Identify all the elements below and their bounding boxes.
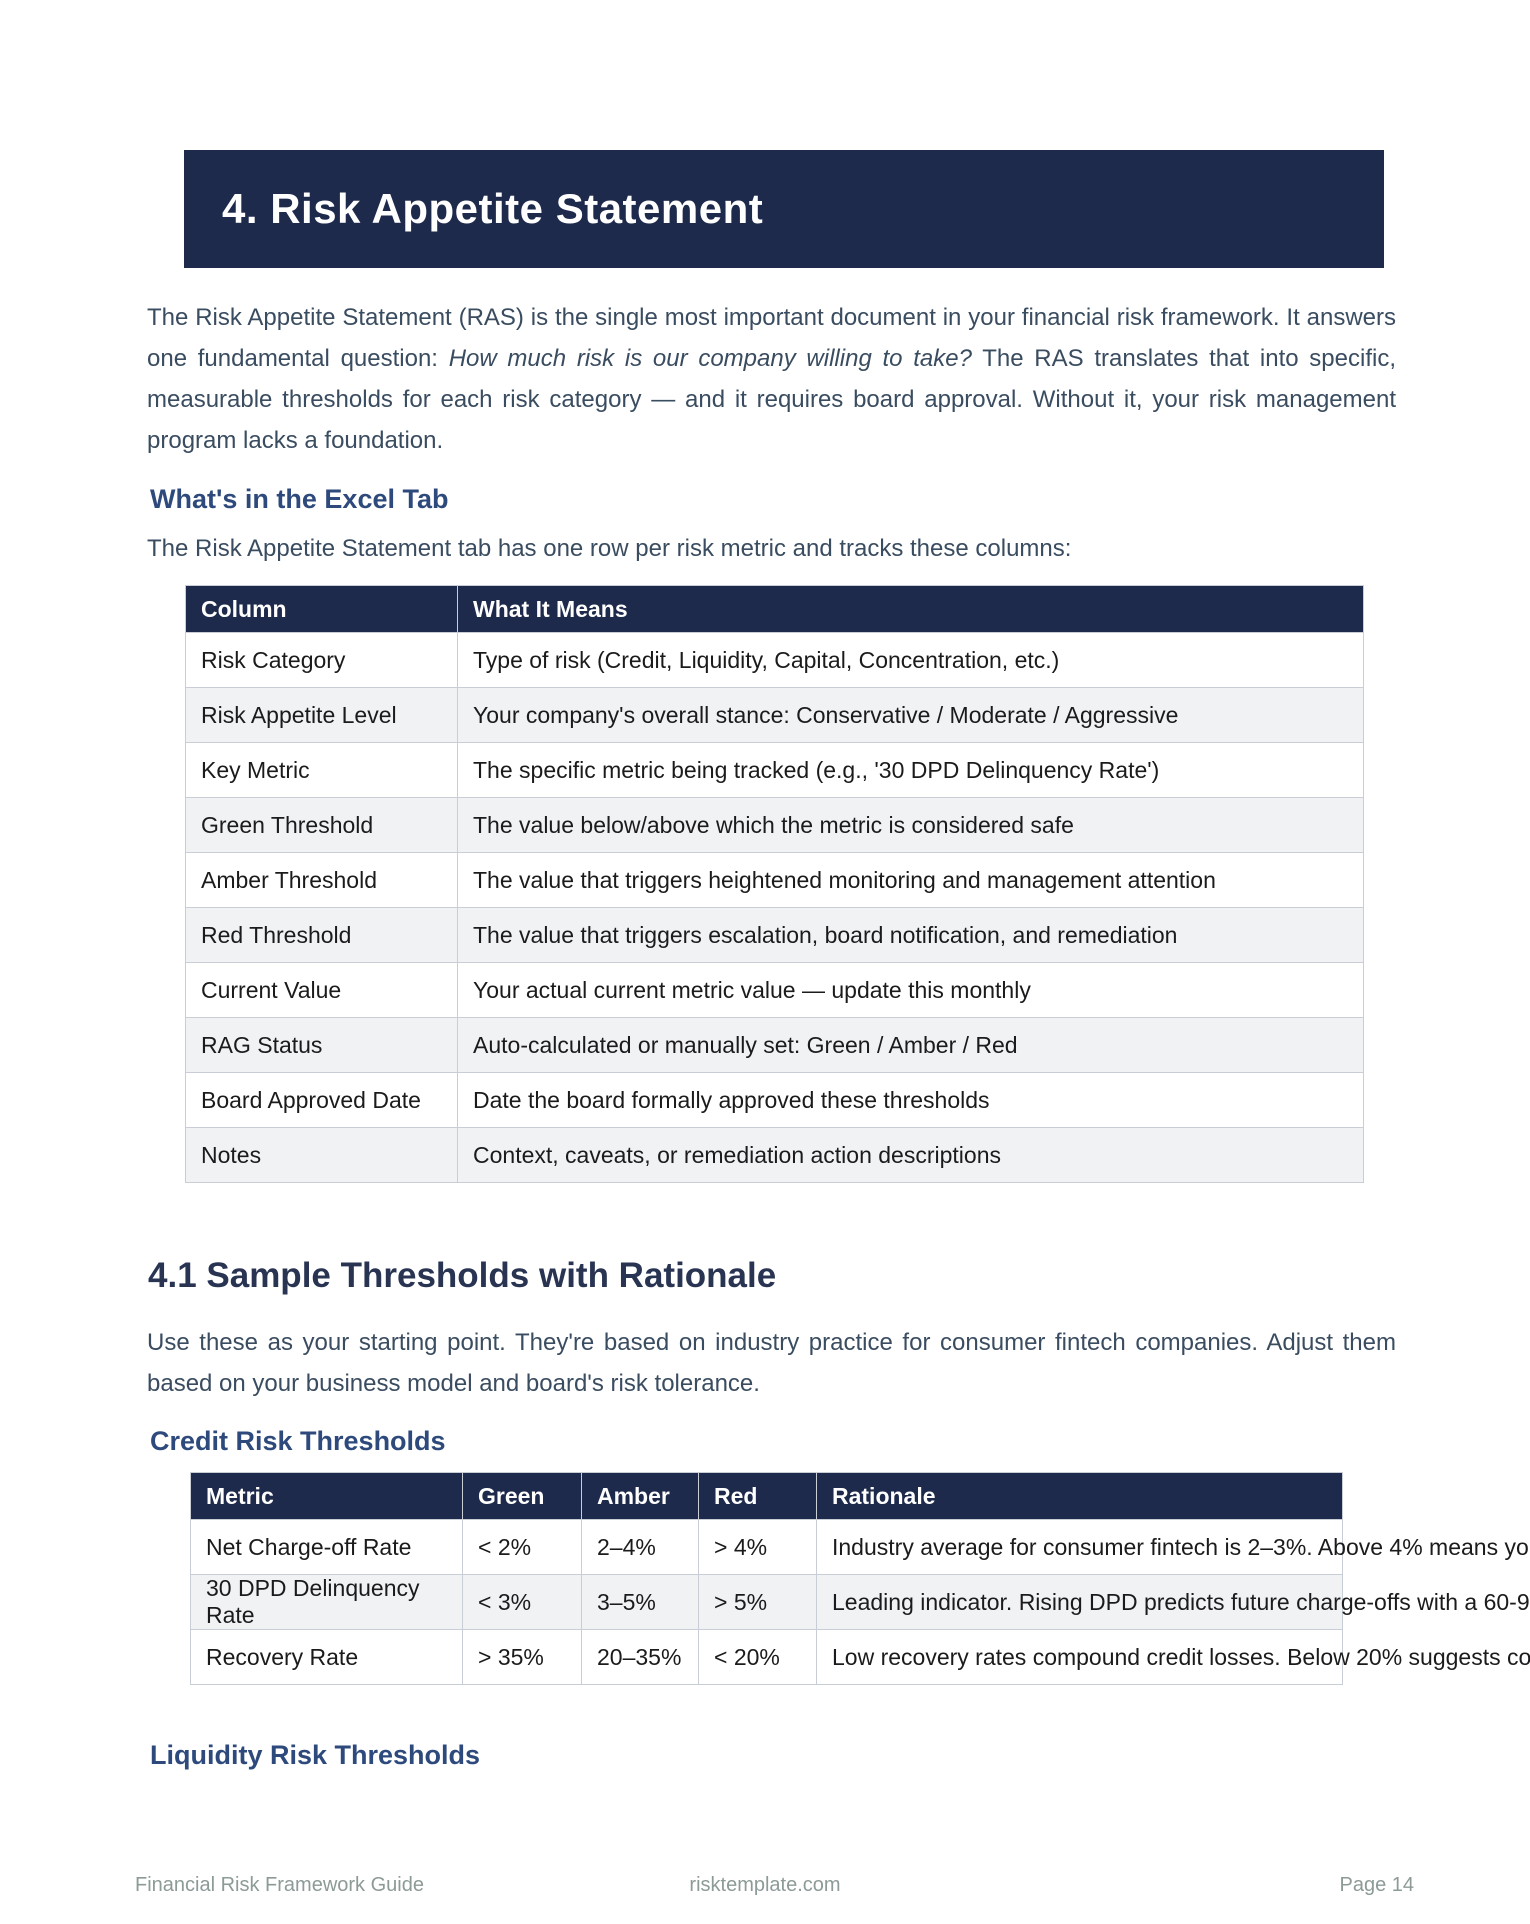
table-cell: 20–35% — [581, 1629, 699, 1685]
intro-text-after: The RAS translates that into specific, m… — [147, 345, 1397, 454]
header-cell-red: Red — [698, 1472, 817, 1520]
table-cell: Context, caveats, or remediation action … — [457, 1127, 1364, 1183]
table-cell: < 3% — [462, 1574, 582, 1630]
table-cell: Risk Appetite Level — [185, 687, 458, 743]
table-cell: 2–4% — [581, 1519, 699, 1575]
sample-thresholds-lead: Use these as your starting point. They'r… — [147, 1329, 1396, 1397]
footer-website: risktemplate.com — [689, 1874, 841, 1896]
table-cell: 30 DPD Delinquency Rate — [190, 1574, 463, 1630]
table-cell: Your company's overall stance: Conservat… — [457, 687, 1364, 743]
table-cell: < 2% — [462, 1519, 582, 1575]
table-row: Risk Appetite Level Your company's overa… — [185, 687, 1364, 743]
sample-thresholds-heading: 4.1 Sample Thresholds with Rationale — [148, 1256, 777, 1295]
table-row: Recovery Rate > 35% 20–35% < 20% Low rec… — [190, 1629, 1530, 1685]
table-cell: Type of risk (Credit, Liquidity, Capital… — [457, 632, 1364, 688]
table-cell: Recovery Rate — [190, 1629, 463, 1685]
credit-risk-heading: Credit Risk Thresholds — [150, 1426, 446, 1456]
table-row: Board Approved Date Date the board forma… — [185, 1072, 1364, 1128]
table-row: Risk Category Type of risk (Credit, Liqu… — [185, 632, 1364, 688]
table-cell: Current Value — [185, 962, 458, 1018]
intro-paragraph: The Risk Appetite Statement (RAS) is the… — [147, 297, 1396, 461]
table-cell: Auto-calculated or manually set: Green /… — [457, 1017, 1364, 1073]
table-cell: Date the board formally approved these t… — [457, 1072, 1364, 1128]
table-row: Current Value Your actual current metric… — [185, 962, 1364, 1018]
credit-risk-table: Metric Green Amber Red Rationale Net Cha… — [190, 1472, 1530, 1685]
table-cell: Board Approved Date — [185, 1072, 458, 1128]
table-row: 30 DPD Delinquency Rate < 3% 3–5% > 5% L… — [190, 1574, 1530, 1630]
table-cell: Industry average for consumer fintech is… — [816, 1519, 1530, 1575]
table-cell: The value below/above which the metric i… — [457, 797, 1364, 853]
table-row: Net Charge-off Rate < 2% 2–4% > 4% Indus… — [190, 1519, 1530, 1575]
section-banner: 4. Risk Appetite Statement — [184, 150, 1384, 268]
header-cell-metric: Metric — [190, 1472, 463, 1520]
table-row: Key Metric The specific metric being tra… — [185, 742, 1364, 798]
table-cell: Key Metric — [185, 742, 458, 798]
table-row: Amber Threshold The value that triggers … — [185, 852, 1364, 908]
table-cell: 3–5% — [581, 1574, 699, 1630]
table-cell: Low recovery rates compound credit losse… — [816, 1629, 1530, 1685]
excel-tab-heading: What's in the Excel Tab — [150, 484, 449, 514]
table-cell: > 4% — [698, 1519, 817, 1575]
table-cell: Green Threshold — [185, 797, 458, 853]
table-row: RAG Status Auto-calculated or manually s… — [185, 1017, 1364, 1073]
excel-tab-lead: The Risk Appetite Statement tab has one … — [147, 535, 1072, 562]
table-cell: Notes — [185, 1127, 458, 1183]
table-header-row: Metric Green Amber Red Rationale — [190, 1472, 1343, 1520]
intro-italic-question: How much risk is our company willing to … — [448, 345, 972, 372]
header-cell-amber: Amber — [581, 1472, 699, 1520]
table-cell: Risk Category — [185, 632, 458, 688]
credit-risk-table-head: Metric Green Amber Red Rationale — [190, 1472, 1343, 1520]
table-row: Green Threshold The value below/above wh… — [185, 797, 1364, 853]
table-row: Red Threshold The value that triggers es… — [185, 907, 1364, 963]
table-cell: The specific metric being tracked (e.g.,… — [457, 742, 1364, 798]
header-cell-green: Green — [462, 1472, 582, 1520]
intro-text-before: The Risk Appetite Statement (RAS) is the… — [147, 304, 1396, 372]
excel-columns-table-head: Column What It Means — [185, 585, 1364, 633]
table-header-row: Column What It Means — [185, 585, 1364, 633]
table-cell: Your actual current metric value — updat… — [457, 962, 1364, 1018]
footer-document-title: Financial Risk Framework Guide — [135, 1874, 424, 1896]
section-title: 4. Risk Appetite Statement — [222, 185, 764, 232]
table-cell: Amber Threshold — [185, 852, 458, 908]
header-cell-rationale: Rationale — [816, 1472, 1343, 1520]
header-cell-column: Column — [185, 585, 458, 633]
table-row: Notes Context, caveats, or remediation a… — [185, 1127, 1364, 1183]
table-cell: > 35% — [462, 1629, 582, 1685]
header-cell-meaning: What It Means — [457, 585, 1364, 633]
table-cell: RAG Status — [185, 1017, 458, 1073]
table-cell: < 20% — [698, 1629, 817, 1685]
table-cell: Net Charge-off Rate — [190, 1519, 463, 1575]
excel-columns-table: Column What It Means Risk Category Type … — [185, 585, 1364, 1183]
liquidity-risk-heading: Liquidity Risk Thresholds — [150, 1740, 481, 1770]
table-cell: > 5% — [698, 1574, 817, 1630]
table-cell: The value that triggers heightened monit… — [457, 852, 1364, 908]
table-cell: Leading indicator. Rising DPD predicts f… — [816, 1574, 1530, 1630]
table-cell: The value that triggers escalation, boar… — [457, 907, 1364, 963]
table-cell: Red Threshold — [185, 907, 458, 963]
footer-page-number: Page 14 — [1339, 1874, 1414, 1896]
